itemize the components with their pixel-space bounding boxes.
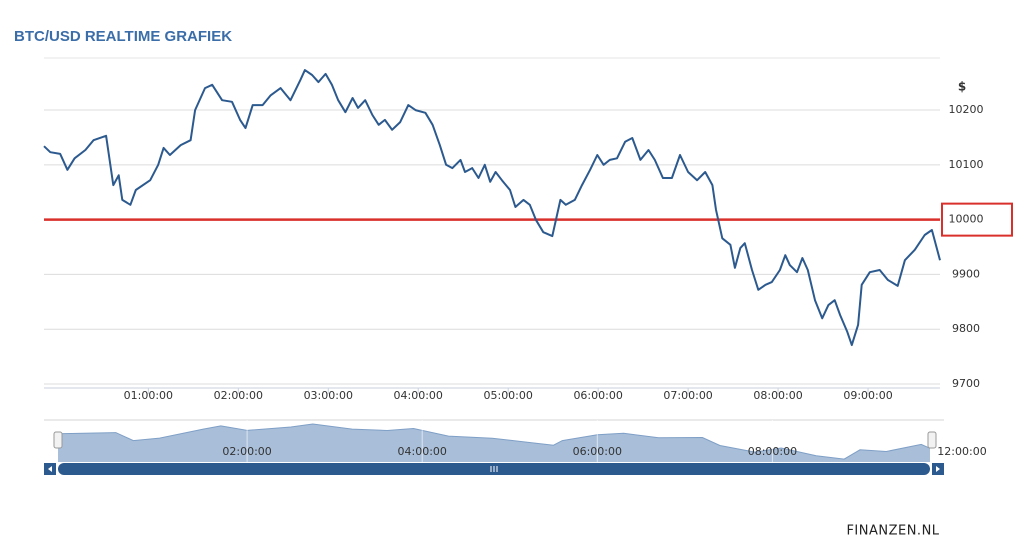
y-tick-label: 10200 (949, 103, 984, 116)
navigator-handle (927, 431, 937, 449)
navigator-end-label: 12:00:00 (937, 445, 986, 458)
x-tick-label: 04:00:00 (394, 389, 443, 402)
price-line (43, 69, 941, 347)
y-unit: $ (958, 80, 966, 94)
x-tick-label: 01:00:00 (124, 389, 173, 402)
navigator-area (58, 424, 930, 462)
y-tick-label: 10100 (949, 158, 984, 171)
navigator-tick-label: 08:00:00 (748, 445, 797, 458)
scroll-right-arrow (936, 466, 940, 472)
navigator-handle (53, 431, 63, 449)
y-tick-label: 9800 (952, 322, 980, 335)
scroll-left-arrow (48, 466, 52, 472)
chart-title: BTC/USD REALTIME GRAFIEK (14, 28, 232, 45)
scroll-grip (490, 466, 498, 472)
navigator-tick-label: 02:00:00 (222, 445, 271, 458)
x-tick-label: 06:00:00 (573, 389, 622, 402)
navigator-tick-label: 06:00:00 (573, 445, 622, 458)
x-tick-label: 03:00:00 (304, 389, 353, 402)
y-tick-label: 10000 (949, 213, 984, 226)
x-tick-label: 02:00:00 (214, 389, 263, 402)
x-tick-label: 07:00:00 (663, 389, 712, 402)
navigator-tick-label: 04:00:00 (398, 445, 447, 458)
y-tick-label: 9700 (952, 377, 980, 390)
x-tick-label: 08:00:00 (753, 389, 802, 402)
highlight-box (941, 202, 1013, 237)
x-tick-label: 09:00:00 (843, 389, 892, 402)
x-tick-label: 05:00:00 (483, 389, 532, 402)
navigator-line (57, 423, 931, 460)
brand: FINANZEN.NL (846, 524, 939, 539)
y-tick-label: 9900 (952, 267, 980, 280)
